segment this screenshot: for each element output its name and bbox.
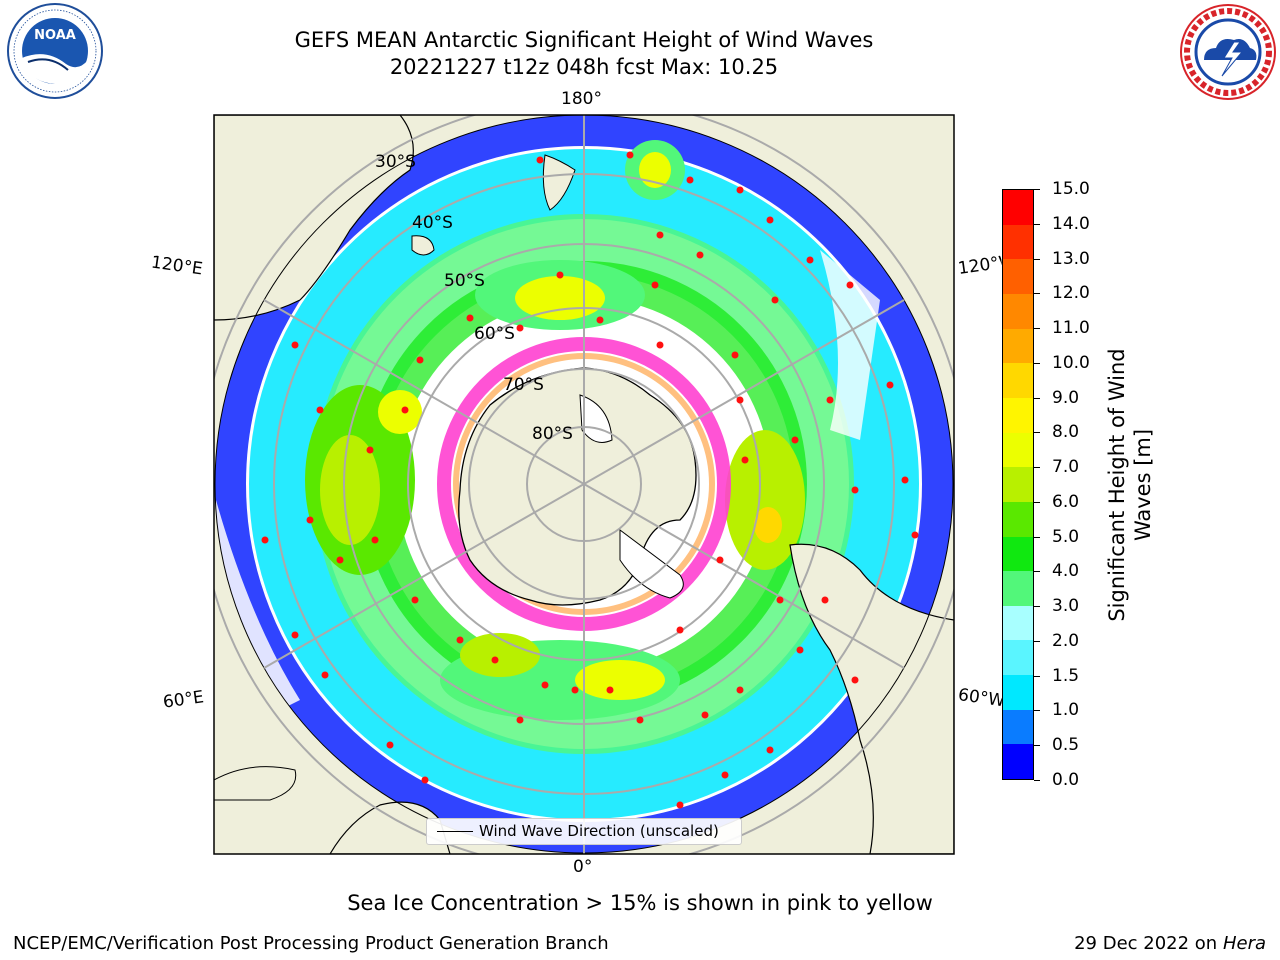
footer-date: 29 Dec 2022 on Hera <box>1074 933 1266 954</box>
colorbar-tick <box>1034 710 1040 712</box>
colorbar-tick <box>1034 536 1040 538</box>
colorbar-tick <box>1034 328 1040 330</box>
colorbar-tick-label: 2.0 <box>1052 630 1080 651</box>
colorbar-tick-label: 7.0 <box>1052 457 1080 478</box>
colorbar-tick <box>1034 258 1040 260</box>
map-legend: Wind Wave Direction (unscaled) <box>426 818 742 845</box>
colorbar-segment <box>1003 328 1033 364</box>
colorbar-tick <box>1034 780 1040 781</box>
tasmania-land <box>411 235 435 256</box>
lat-label-50s: 50°S <box>444 271 485 291</box>
colorbar-tick <box>1034 467 1040 469</box>
colorbar-segment <box>1003 675 1033 710</box>
colorbar-segment <box>1003 259 1033 295</box>
colorbar-segment <box>1003 432 1033 468</box>
colorbar-tick-label: 12.0 <box>1052 283 1090 304</box>
colorbar-tick <box>1034 223 1040 225</box>
colorbar-segment <box>1003 744 1033 779</box>
lat-label-30s: 30°S <box>375 152 416 172</box>
colorbar-segment <box>1003 536 1033 572</box>
colorbar-tick-label: 9.0 <box>1052 387 1080 408</box>
colorbar-tick <box>1034 675 1040 677</box>
legend-label: Wind Wave Direction (unscaled) <box>479 822 719 840</box>
colorbar-tick <box>1034 745 1040 747</box>
noaa-logo-text: NOAA <box>34 28 76 43</box>
colorbar-tick-label: 11.0 <box>1052 318 1090 339</box>
noaa-logo-icon: NOAA <box>7 3 103 99</box>
colorbar-title-line1: Significant Height of Wind <box>1105 348 1129 622</box>
colorbar-tick-label: 1.0 <box>1052 700 1080 721</box>
colorbar-tick-label: 3.0 <box>1052 596 1080 617</box>
colorbar-segment <box>1003 605 1033 641</box>
wind-wave-direction-arrows <box>261 151 919 809</box>
colorbar-tick-label: 5.0 <box>1052 526 1080 547</box>
colorbar-segment <box>1003 294 1033 329</box>
colorbar-tick <box>1034 501 1040 503</box>
colorbar-segment <box>1003 571 1033 606</box>
footer-credit: NCEP/EMC/Verification Post Processing Pr… <box>13 933 609 954</box>
colorbar-segment <box>1003 397 1033 433</box>
lon-label-top: 180° <box>561 89 602 109</box>
colorbar-tick <box>1034 189 1040 190</box>
colorbar-tick-label: 0.0 <box>1052 770 1080 790</box>
legend-line-sample <box>437 831 473 832</box>
colorbar-segment <box>1003 363 1033 398</box>
colorbar-segment <box>1003 640 1033 676</box>
colorbar-tick <box>1034 640 1040 642</box>
colorbar-title: Significant Height of Wind Waves [m] <box>1104 348 1156 621</box>
colorbar-tick <box>1034 432 1040 434</box>
colorbar-title-line2: Waves [m] <box>1131 428 1155 542</box>
south-america-land <box>789 543 954 854</box>
colorbar-tick-label: 14.0 <box>1052 213 1090 234</box>
lat-label-60s: 60°S <box>474 324 515 344</box>
colorbar-tick <box>1034 293 1040 295</box>
colorbar-tick-label: 1.5 <box>1052 665 1080 686</box>
lat-label-80s: 80°S <box>532 424 573 444</box>
colorbar-tick-label: 4.0 <box>1052 561 1080 582</box>
new-zealand-land <box>542 154 576 211</box>
colorbar-segment <box>1003 709 1033 745</box>
colorbar-segment <box>1003 467 1033 502</box>
meridians <box>263 115 905 854</box>
lat-label-70s: 70°S <box>503 375 544 395</box>
colorbar-segment <box>1003 190 1033 225</box>
footer-date-text: 29 Dec 2022 on <box>1074 933 1218 954</box>
colorbar-tick <box>1034 606 1040 608</box>
colorbar-tick-label: 10.0 <box>1052 352 1090 373</box>
plot-subtitle: 20221227 t12z 048h fcst Max: 10.25 <box>389 55 779 79</box>
colorbar <box>1002 189 1034 780</box>
sea-ice-note: Sea Ice Concentration > 15% is shown in … <box>347 891 933 915</box>
lon-label-bottom: 0° <box>573 857 593 877</box>
colorbar-segment <box>1003 501 1033 537</box>
colorbar-tick-label: 6.0 <box>1052 491 1080 512</box>
africa-land <box>329 801 451 854</box>
lat-label-40s: 40°S <box>412 213 453 233</box>
colorbar-segment <box>1003 224 1033 260</box>
colorbar-tick-label: 0.5 <box>1052 735 1080 756</box>
colorbar-tick <box>1034 571 1040 573</box>
colorbar-tick-label: 13.0 <box>1052 248 1090 269</box>
colorbar-tick <box>1034 362 1040 364</box>
colorbar-tick-label: 8.0 <box>1052 422 1080 443</box>
national-weather-service-logo-icon <box>1180 4 1276 100</box>
colorbar-tick <box>1034 397 1040 399</box>
colorbar-tick-label: 15.0 <box>1052 179 1090 199</box>
footer-machine: Hera <box>1222 933 1266 954</box>
plot-title: GEFS MEAN Antarctic Significant Height o… <box>294 28 874 52</box>
